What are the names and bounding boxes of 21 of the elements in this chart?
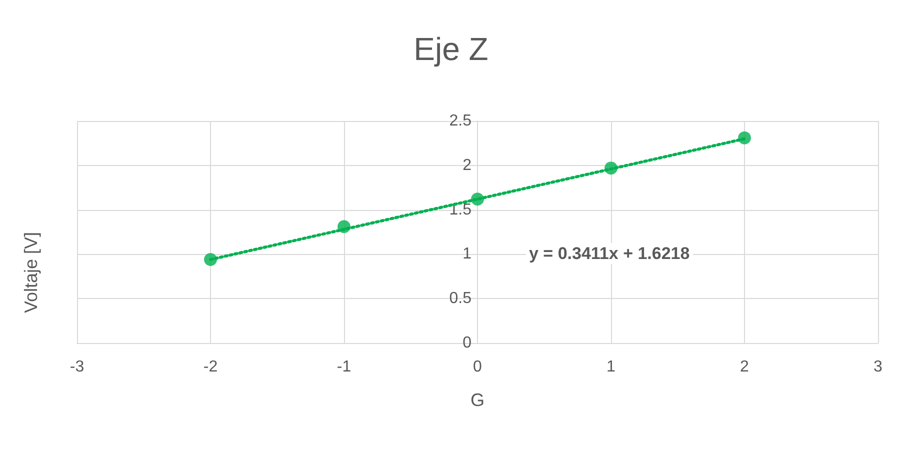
x-tick-label: 3: [874, 358, 883, 376]
y-tick-label: 0.5: [449, 290, 472, 308]
y-tick-label: 0: [462, 334, 472, 352]
y-tick-label: 2.5: [449, 112, 472, 130]
y-tick-label: 1: [462, 246, 472, 263]
point: [338, 220, 350, 234]
x-tick-label: 0: [473, 358, 482, 376]
annotation: y = 0.3411x + 1.6218: [529, 244, 690, 263]
x-tick-label: -2: [203, 358, 218, 376]
x-tick-label: 1: [606, 358, 616, 376]
y-tick-label: 2: [462, 156, 472, 174]
x-axis-title: G: [470, 390, 485, 410]
x-tick-label: -1: [336, 358, 352, 376]
point: [738, 131, 751, 144]
point: [604, 162, 618, 175]
point: [204, 253, 217, 266]
chart-title: Eje Z: [414, 31, 488, 67]
point: [471, 192, 484, 206]
x-tick-label: -3: [70, 358, 84, 376]
y-axis-title: Voltaje [V]: [21, 232, 41, 314]
x-tick-label: 2: [740, 358, 750, 376]
